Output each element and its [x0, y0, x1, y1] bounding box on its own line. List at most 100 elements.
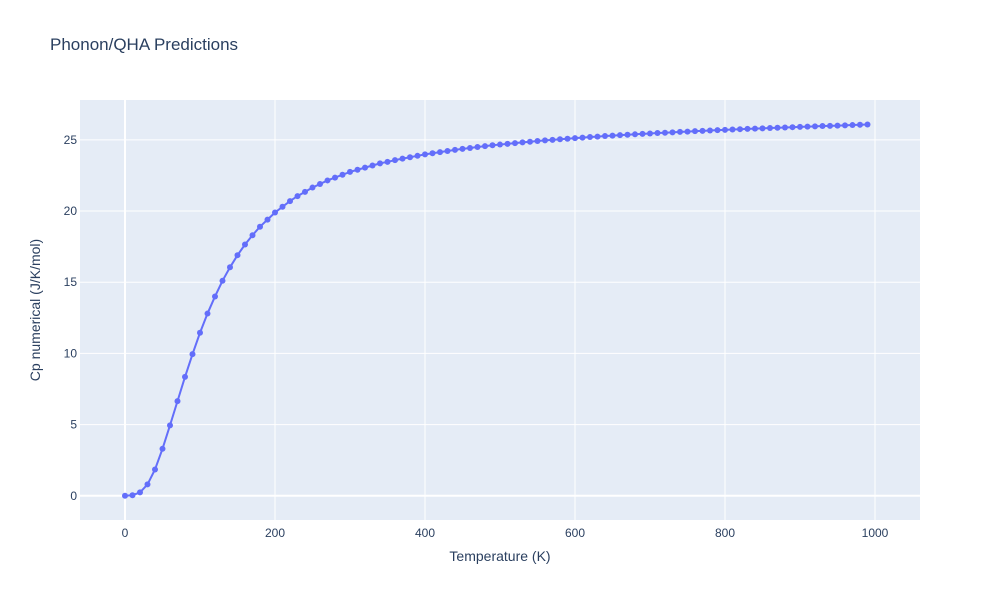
data-point: [699, 127, 706, 134]
data-point: [864, 121, 871, 128]
y-tick-label: 15: [64, 275, 78, 289]
data-point: [684, 128, 691, 135]
data-point: [534, 138, 541, 144]
x-tick-label: 200: [265, 526, 285, 540]
data-point: [332, 174, 338, 181]
x-tick-label: 800: [715, 526, 735, 540]
x-tick-label: 1000: [862, 526, 889, 540]
data-point: [279, 203, 286, 210]
data-point: [497, 141, 503, 148]
data-point: [204, 310, 211, 317]
data-point: [797, 123, 803, 130]
data-point: [527, 138, 533, 145]
y-tick-label: 0: [70, 489, 77, 503]
series-layer: [122, 121, 871, 499]
data-point: [804, 123, 811, 130]
data-point: [849, 122, 856, 129]
data-point: [654, 130, 661, 137]
data-point: [362, 164, 368, 171]
y-tick-label: 10: [64, 346, 78, 360]
y-tick-labels: 0 5 10 15 20 25: [64, 133, 78, 503]
data-point: [759, 125, 766, 132]
data-point: [197, 329, 203, 336]
data-point: [152, 466, 158, 473]
data-point: [159, 445, 166, 452]
data-point: [782, 124, 788, 131]
data-point: [212, 293, 218, 300]
data-point: [437, 149, 443, 156]
data-point: [467, 144, 473, 151]
data-point: [632, 131, 638, 138]
data-point: [249, 232, 256, 239]
data-point: [257, 223, 263, 230]
data-point: [714, 127, 721, 134]
data-point: [422, 151, 428, 158]
data-point: [317, 181, 323, 187]
data-point: [692, 128, 698, 135]
data-point: [767, 125, 773, 132]
data-point: [144, 481, 151, 488]
data-point: [812, 123, 818, 130]
data-point: [564, 135, 571, 142]
data-point: [264, 216, 271, 223]
data-point: [504, 140, 511, 147]
y-gridlines: [80, 139, 920, 497]
x-tick-label: 0: [122, 526, 129, 540]
data-point: [662, 129, 668, 136]
data-point: [189, 351, 196, 358]
data-point: [609, 132, 616, 139]
data-point: [174, 398, 181, 405]
data-point: [647, 130, 653, 137]
data-point: [414, 152, 421, 159]
plot-background: [80, 100, 920, 520]
data-point: [789, 124, 796, 131]
data-point: [677, 128, 683, 135]
data-point: [489, 142, 496, 149]
data-point: [624, 131, 631, 138]
data-point: [347, 168, 353, 175]
data-point: [227, 264, 233, 271]
data-point: [669, 129, 676, 136]
data-point: [234, 252, 241, 259]
data-point: [324, 177, 331, 184]
data-point: [617, 132, 623, 139]
data-point: [519, 139, 526, 146]
data-point: [309, 184, 316, 191]
x-tick-labels: 0 200 400 600 800 1000: [122, 526, 889, 540]
data-point: [474, 143, 481, 150]
x-axis-title: Temperature (K): [449, 548, 550, 564]
data-point: [587, 134, 593, 141]
x-tick-label: 600: [565, 526, 585, 540]
data-point: [354, 166, 361, 173]
data-point: [122, 492, 128, 499]
data-point: [482, 143, 488, 150]
series-line: [124, 123, 868, 497]
data-point: [594, 133, 601, 140]
data-point: [219, 277, 226, 284]
x-gridlines: [124, 100, 876, 520]
data-point: [737, 126, 743, 133]
data-point: [707, 127, 713, 134]
data-point: [167, 422, 173, 429]
data-point: [137, 489, 143, 496]
data-point: [827, 122, 833, 129]
data-point: [729, 126, 736, 133]
data-point: [429, 150, 436, 157]
data-point: [572, 135, 578, 142]
data-point: [287, 198, 293, 205]
y-axis-title: Cp numerical (J/K/mol): [27, 239, 43, 381]
data-point: [452, 146, 458, 153]
data-point: [129, 492, 136, 499]
data-point: [842, 122, 848, 129]
data-point: [744, 125, 751, 132]
data-point: [399, 155, 406, 162]
chart-title: Phonon/QHA Predictions: [50, 35, 238, 54]
y-tick-label: 5: [70, 418, 77, 432]
data-point: [639, 130, 646, 137]
data-point: [444, 147, 451, 154]
data-point: [459, 145, 466, 152]
data-point: [857, 121, 863, 128]
data-point: [557, 136, 563, 143]
data-point: [542, 137, 548, 144]
